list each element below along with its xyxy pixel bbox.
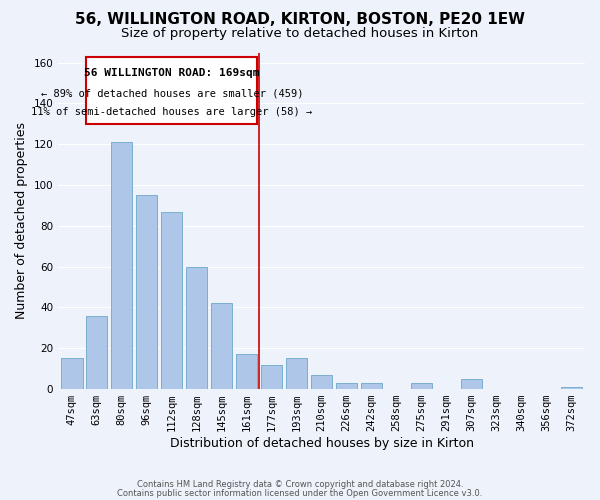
Bar	[311, 375, 332, 389]
Bar	[286, 358, 307, 389]
Text: Contains HM Land Registry data © Crown copyright and database right 2024.: Contains HM Land Registry data © Crown c…	[137, 480, 463, 489]
Text: ← 89% of detached houses are smaller (459): ← 89% of detached houses are smaller (45…	[41, 88, 303, 99]
FancyBboxPatch shape	[86, 56, 257, 124]
Bar	[411, 383, 432, 389]
Bar	[86, 316, 107, 389]
Bar	[560, 387, 582, 389]
Bar	[211, 304, 232, 389]
Text: Contains public sector information licensed under the Open Government Licence v3: Contains public sector information licen…	[118, 488, 482, 498]
Bar	[236, 354, 257, 389]
Bar	[111, 142, 133, 389]
Text: Size of property relative to detached houses in Kirton: Size of property relative to detached ho…	[121, 28, 479, 40]
Y-axis label: Number of detached properties: Number of detached properties	[15, 122, 28, 320]
X-axis label: Distribution of detached houses by size in Kirton: Distribution of detached houses by size …	[170, 437, 473, 450]
Bar	[461, 379, 482, 389]
Text: 11% of semi-detached houses are larger (58) →: 11% of semi-detached houses are larger (…	[31, 107, 313, 117]
Text: 56 WILLINGTON ROAD: 169sqm: 56 WILLINGTON ROAD: 169sqm	[84, 68, 260, 78]
Bar	[261, 364, 282, 389]
Bar	[361, 383, 382, 389]
Bar	[161, 212, 182, 389]
Bar	[186, 266, 208, 389]
Bar	[61, 358, 83, 389]
Bar	[336, 383, 357, 389]
Text: 56, WILLINGTON ROAD, KIRTON, BOSTON, PE20 1EW: 56, WILLINGTON ROAD, KIRTON, BOSTON, PE2…	[75, 12, 525, 28]
Bar	[136, 196, 157, 389]
